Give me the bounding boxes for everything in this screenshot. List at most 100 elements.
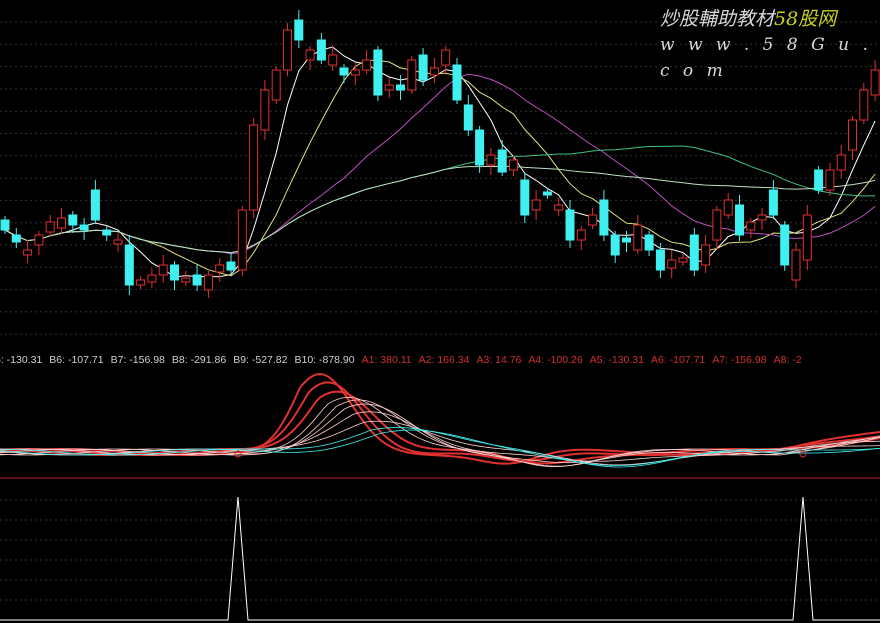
b-value-label: B7: -156.98 — [110, 354, 165, 366]
ma120-line — [4, 165, 876, 254]
candle-body — [305, 49, 315, 61]
candle-body — [859, 89, 869, 121]
candle-body — [633, 224, 643, 251]
candle-body — [226, 261, 236, 271]
candle-body — [452, 64, 462, 101]
candle-body — [215, 264, 225, 273]
candle-body — [486, 154, 496, 166]
candle-body — [68, 214, 78, 226]
candle-body — [576, 229, 586, 241]
candle-body — [780, 224, 790, 266]
candle-body — [531, 199, 541, 211]
oscillator-line — [0, 403, 880, 464]
candle-body — [181, 277, 191, 283]
candle-body — [746, 221, 756, 231]
candle-body — [475, 129, 485, 166]
a-value-label: A1: 380.11 — [361, 354, 412, 366]
candle-body — [509, 159, 518, 171]
candle-body — [283, 29, 292, 71]
candle-body — [79, 224, 89, 231]
candle-body — [588, 214, 598, 226]
candle-body — [57, 217, 66, 229]
candle-body — [249, 124, 259, 211]
candle-body — [542, 191, 552, 196]
watermark-brand: 58股网 — [774, 8, 837, 30]
b-value-label: B10: -878.90 — [294, 354, 355, 366]
candle-body — [362, 59, 372, 71]
candle-body — [418, 54, 428, 81]
b-value-label: B9: -527.82 — [233, 354, 288, 366]
candle-body — [678, 257, 688, 263]
a-value-label: A3: 14.76 — [476, 354, 522, 366]
oscillator-line — [0, 429, 880, 466]
candle-body — [610, 234, 620, 256]
candle-body — [836, 154, 846, 171]
candle-body — [350, 69, 360, 76]
candle-body — [237, 209, 247, 271]
candle-body — [11, 234, 21, 243]
oscillator-line — [0, 427, 880, 468]
a-value-label: A8: -2 — [773, 354, 802, 366]
b-value-label: B6: -107.71 — [49, 354, 104, 366]
candle-body — [158, 264, 168, 276]
candle-body — [689, 234, 699, 271]
candle-body — [170, 264, 179, 281]
candle-body — [791, 249, 801, 281]
a-value-label: A6: -107.71 — [650, 354, 706, 366]
candle-body — [599, 199, 609, 236]
signal-marker — [799, 450, 807, 458]
candle-body — [328, 54, 338, 66]
candlesticks — [0, 10, 880, 298]
candle-body — [102, 229, 112, 236]
candle-body — [90, 189, 100, 221]
candle-body — [554, 204, 564, 211]
moving-average-lines — [4, 46, 876, 278]
candle-body — [644, 234, 654, 251]
signal-spike-line — [0, 496, 880, 621]
oscillator-line — [0, 411, 880, 462]
candle-body — [396, 84, 405, 91]
ma10-line — [4, 59, 876, 277]
candle-body — [45, 221, 55, 233]
candle-body — [384, 84, 394, 91]
candle-body — [848, 119, 857, 151]
candle-body — [136, 279, 146, 286]
candle-body — [825, 169, 835, 191]
candle-body — [316, 39, 326, 61]
candle-body — [407, 59, 417, 91]
candle-body — [203, 274, 213, 291]
candle-body — [192, 274, 202, 286]
a-value-label: A7: -156.98 — [712, 354, 767, 366]
candle-body — [622, 237, 631, 243]
candle-body — [667, 259, 677, 269]
candle-body — [294, 19, 304, 41]
candle-body — [23, 249, 33, 256]
a-value-label: A2: 166.34 — [418, 354, 470, 366]
oscillator-line — [0, 420, 880, 466]
candle-body — [712, 209, 722, 241]
candle-body — [655, 249, 665, 271]
candle-body — [520, 179, 530, 216]
candle-body — [735, 204, 744, 236]
a-value-label: A5: -130.31 — [589, 354, 644, 366]
candle-body — [147, 274, 157, 283]
candle-body — [124, 244, 134, 286]
candle-body — [463, 104, 473, 131]
candle-body — [565, 209, 575, 241]
signal-line — [0, 450, 880, 621]
candle-body — [339, 67, 349, 76]
candle-body — [701, 244, 711, 266]
candle-body — [757, 214, 767, 221]
oscillator-line — [0, 399, 880, 467]
candle-body — [373, 49, 383, 96]
candle-body — [723, 199, 733, 216]
watermark-url: w w w . 5 8 G u . c o m — [660, 35, 872, 81]
grid-lines — [0, 21, 880, 601]
b-value-label: B8: -291.86 — [171, 354, 227, 366]
a-value-label: A4: -100.26 — [528, 354, 583, 366]
candle-body — [429, 67, 439, 76]
oscillator-fan — [0, 373, 880, 468]
candle-body — [814, 169, 824, 191]
candle-body — [113, 239, 123, 245]
